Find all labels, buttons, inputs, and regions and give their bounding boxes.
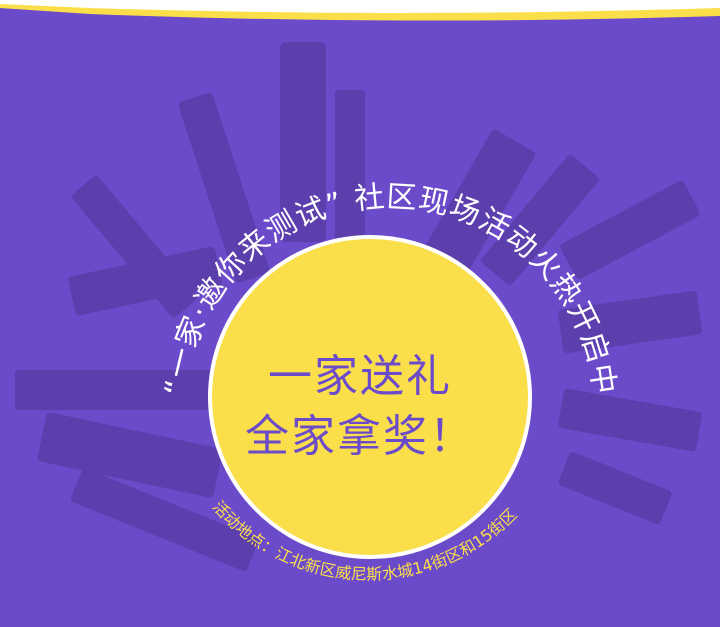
building-silhouettes <box>15 42 702 571</box>
center-slogan-line-1: 一家送礼 <box>268 351 452 402</box>
center-circle <box>208 235 532 559</box>
center-slogan-line-2: 全家拿奖！ <box>245 411 475 462</box>
banner-white <box>0 0 720 13</box>
